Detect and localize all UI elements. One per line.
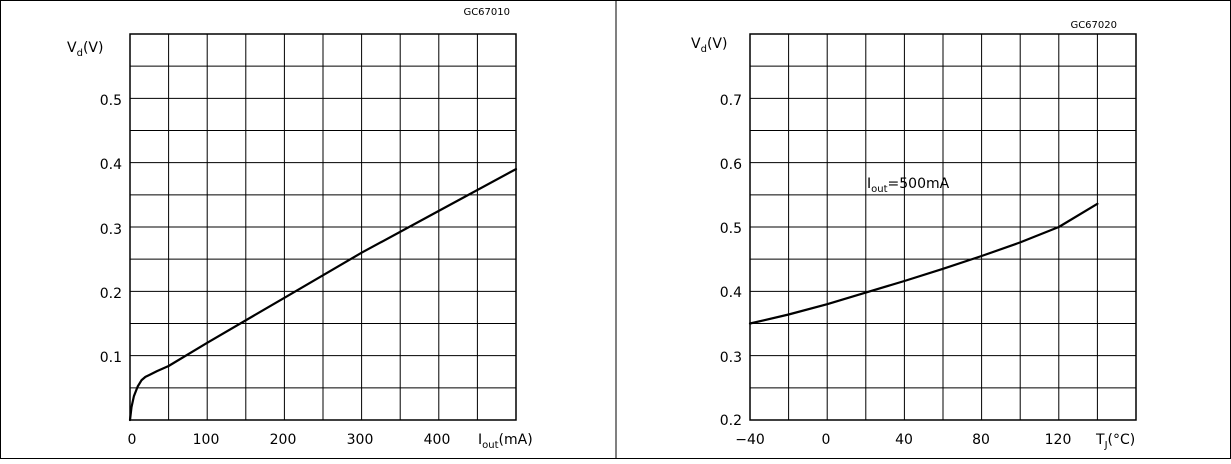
y-tick-label: 0.5 (100, 93, 122, 109)
x-tick-label: 300 (347, 432, 374, 448)
chart-left-layer: 0 100 200 300 400 0.1 0.2 0.3 0.4 0.5 (100, 33, 518, 448)
y-tick-label: 0.4 (720, 285, 742, 301)
y-tick-label: 0.5 (720, 221, 742, 237)
x-tick-label: 40 (895, 432, 913, 448)
y-axis-label-main: V (691, 36, 701, 52)
x-tick-label: 100 (193, 432, 220, 448)
y-tick-label: 0.1 (100, 350, 122, 366)
x-tick-label: 0 (128, 432, 137, 448)
x-tick-label: 0 (822, 432, 831, 448)
x-axis-label-main: I (478, 432, 482, 448)
x-tick-label: 80 (972, 432, 990, 448)
y-tick-label: 0.3 (100, 222, 122, 238)
x-axis-label-left: Iout(mA) (478, 432, 533, 451)
annotation-rest: =500mA (888, 176, 950, 192)
y-tick-label: 0.2 (100, 286, 122, 302)
y-tick-label: 0.4 (100, 157, 122, 173)
annotation-iout: Iout=500mA (867, 176, 950, 195)
y-tick-label: 0.6 (720, 157, 742, 173)
y-axis-label-left: Vd(V) (67, 40, 103, 59)
x-tick-label: 400 (424, 432, 451, 448)
y-tick-label: 0.3 (720, 350, 742, 366)
x-tick-label: 120 (1045, 432, 1072, 448)
series-line-left (128, 168, 518, 422)
y-tick-label: 0.2 (720, 413, 742, 429)
x-axis-label-unit: (°C) (1108, 432, 1136, 448)
annotation-main: I (867, 176, 871, 192)
y-axis-label-main: V (67, 40, 77, 56)
plot-area-left (129, 33, 517, 421)
chart-right-layer: −40 0 40 80 120 0.2 0.3 0.4 0.5 0.6 0.7 (720, 33, 1137, 448)
x-axis-label-right: TJ(°C) (1095, 432, 1135, 451)
annotation-sub: out (871, 184, 887, 195)
chart-code-right: GC67020 (1070, 20, 1117, 31)
x-axis-label-sub: J (1104, 440, 1108, 451)
chart-code-left: GC67010 (463, 7, 510, 18)
x-tick-label: −40 (735, 432, 765, 448)
series-line-right (748, 202, 1099, 325)
y-axis-label-unit: (V) (83, 40, 104, 56)
plot-area-right (749, 33, 1137, 421)
y-axis-label-sub: d (77, 48, 83, 59)
x-axis-label-unit: (mA) (499, 432, 533, 448)
y-axis-label-right: Vd(V) (691, 36, 727, 55)
x-axis-label-main: T (1095, 432, 1105, 448)
y-axis-label-sub: d (701, 44, 707, 55)
x-tick-label: 200 (270, 432, 297, 448)
x-axis-label-sub: out (482, 440, 498, 451)
y-tick-label: 0.7 (720, 93, 742, 109)
y-axis-label-unit: (V) (707, 36, 728, 52)
